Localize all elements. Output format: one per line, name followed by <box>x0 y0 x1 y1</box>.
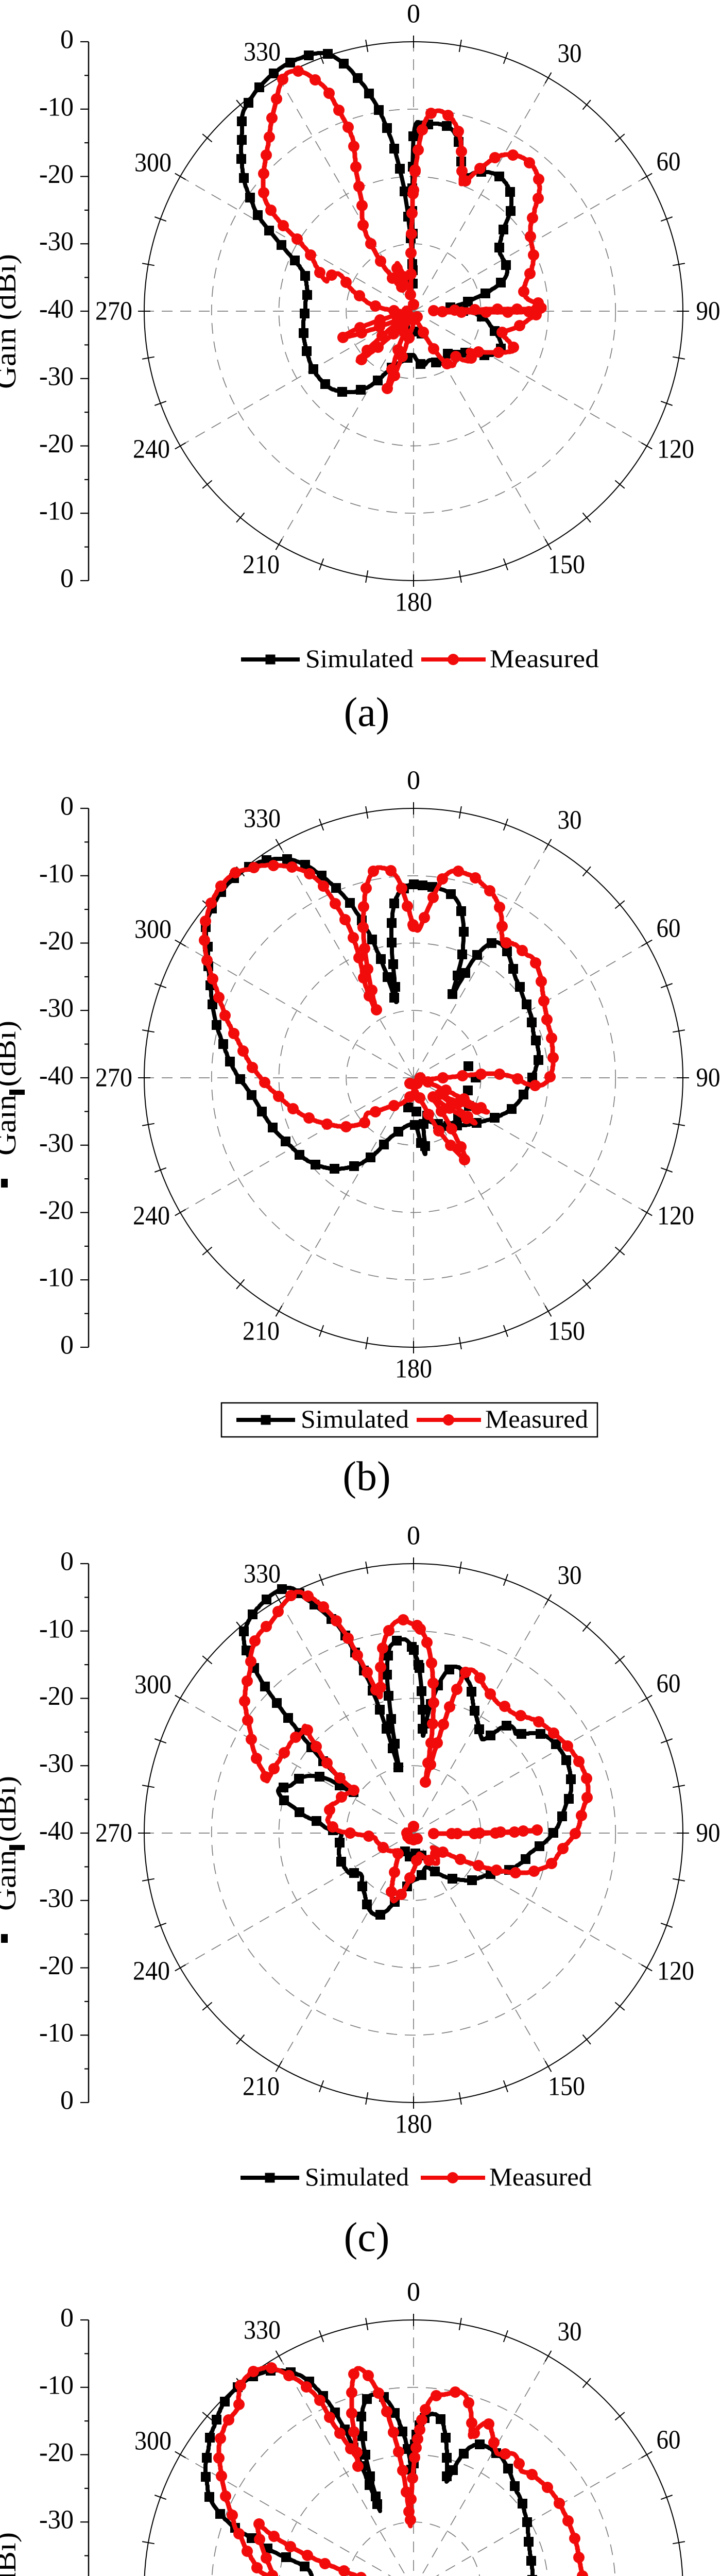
svg-text:0: 0 <box>407 1521 420 1551</box>
svg-text:90: 90 <box>696 1063 720 1093</box>
svg-text:300: 300 <box>134 148 171 178</box>
svg-text:-10: -10 <box>39 2370 74 2400</box>
svg-text:-20: -20 <box>39 2438 74 2467</box>
svg-text:-10: -10 <box>39 92 74 122</box>
svg-text:-30: -30 <box>39 1884 74 1913</box>
svg-text:0: 0 <box>407 766 420 795</box>
svg-text:-30: -30 <box>39 227 74 257</box>
svg-text:180: 180 <box>395 1354 432 1384</box>
svg-text:-20: -20 <box>39 1682 74 1711</box>
svg-text:300: 300 <box>134 1670 171 1700</box>
svg-text:Measured: Measured <box>489 2162 592 2191</box>
svg-text:120: 120 <box>657 1957 694 1986</box>
svg-text:120: 120 <box>657 435 694 464</box>
svg-text:-10: -10 <box>39 2019 74 2048</box>
svg-text:240: 240 <box>133 435 170 464</box>
svg-text:(c): (c) <box>344 2215 390 2260</box>
svg-text:-30: -30 <box>39 2505 74 2535</box>
svg-text:0: 0 <box>407 0 420 29</box>
svg-text:Gain (dBi): Gain (dBi) <box>0 254 22 389</box>
svg-text:0: 0 <box>60 1547 74 1577</box>
svg-text:(b): (b) <box>342 1454 390 1499</box>
svg-text:60: 60 <box>657 147 681 177</box>
svg-text:90: 90 <box>696 297 720 326</box>
svg-text:(a): (a) <box>344 690 390 735</box>
svg-text:0: 0 <box>60 1331 74 1360</box>
svg-text:180: 180 <box>395 588 432 617</box>
svg-text:Simulated: Simulated <box>301 1404 409 1433</box>
svg-text:330: 330 <box>244 804 281 834</box>
svg-text:270: 270 <box>95 1063 132 1093</box>
svg-text:Measured: Measured <box>485 1404 588 1433</box>
svg-text:90: 90 <box>696 1819 720 1848</box>
svg-text:-10: -10 <box>39 497 74 526</box>
svg-text:-40: -40 <box>39 295 74 324</box>
svg-text:150: 150 <box>548 2072 585 2102</box>
svg-text:180: 180 <box>395 2110 432 2139</box>
svg-text:0: 0 <box>60 25 74 55</box>
svg-text:Measured: Measured <box>490 644 599 673</box>
svg-text:210: 210 <box>243 2072 280 2102</box>
svg-text:270: 270 <box>95 1819 132 1848</box>
svg-text:-10: -10 <box>39 1614 74 1643</box>
svg-text:270: 270 <box>95 297 132 326</box>
svg-text:-30: -30 <box>39 1749 74 1778</box>
svg-text:300: 300 <box>134 915 171 944</box>
svg-text:300: 300 <box>134 2427 171 2456</box>
svg-text:0: 0 <box>60 2086 74 2115</box>
svg-text:150: 150 <box>548 550 585 580</box>
svg-text:Simulated: Simulated <box>305 644 414 673</box>
svg-text:240: 240 <box>133 1957 170 1986</box>
svg-text:-40: -40 <box>39 1817 74 1846</box>
svg-text:330: 330 <box>244 1560 281 1589</box>
svg-text:30: 30 <box>558 39 582 69</box>
svg-text:Simulated: Simulated <box>305 2162 409 2191</box>
svg-text:-40: -40 <box>39 1061 74 1091</box>
svg-text:210: 210 <box>243 1317 280 1346</box>
svg-text:-40: -40 <box>39 2573 74 2576</box>
svg-text:30: 30 <box>558 806 582 835</box>
svg-text:-20: -20 <box>39 429 74 459</box>
svg-text:60: 60 <box>657 1669 681 1699</box>
svg-text:60: 60 <box>657 2426 681 2455</box>
svg-text:-30: -30 <box>39 362 74 391</box>
svg-text:-10: -10 <box>39 859 74 888</box>
svg-text:60: 60 <box>657 914 681 943</box>
svg-text:30: 30 <box>558 1561 582 1590</box>
svg-text:-20: -20 <box>39 1951 74 1980</box>
svg-text:0: 0 <box>60 2303 74 2333</box>
svg-text:-10: -10 <box>39 1263 74 1293</box>
svg-text:270: 270 <box>95 2575 132 2576</box>
svg-text:Gain (dBi): Gain (dBi) <box>0 1021 22 1156</box>
svg-text:-30: -30 <box>39 1128 74 1158</box>
svg-text:-20: -20 <box>39 1196 74 1225</box>
svg-text:-20: -20 <box>39 926 74 956</box>
svg-text:0: 0 <box>407 2278 420 2307</box>
svg-text:120: 120 <box>657 1201 694 1231</box>
svg-text:330: 330 <box>244 38 281 67</box>
svg-text:30: 30 <box>558 2317 582 2347</box>
svg-text:240: 240 <box>133 1201 170 1231</box>
svg-text:0: 0 <box>60 564 74 594</box>
svg-text:330: 330 <box>244 2316 281 2345</box>
svg-text:Gain (dBi): Gain (dBi) <box>0 1776 22 1911</box>
svg-text:90: 90 <box>696 2575 720 2576</box>
svg-text:Gain (dBi): Gain (dBi) <box>0 2532 22 2576</box>
svg-text:0: 0 <box>60 792 74 821</box>
svg-text:-20: -20 <box>39 160 74 189</box>
svg-text:-30: -30 <box>39 994 74 1023</box>
svg-text:210: 210 <box>243 550 280 580</box>
svg-text:150: 150 <box>548 1317 585 1346</box>
